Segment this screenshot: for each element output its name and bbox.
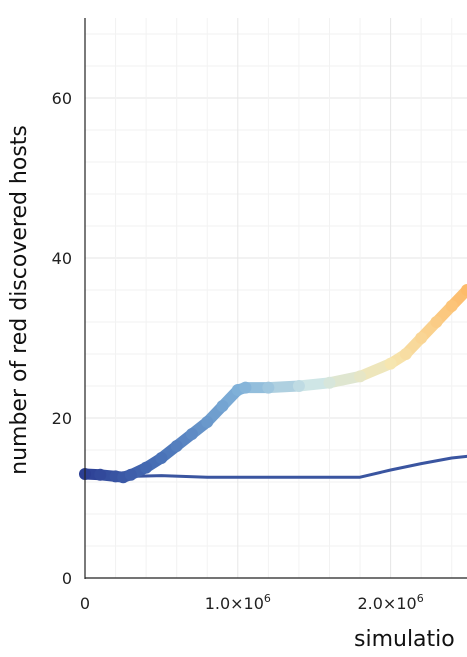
data-point <box>170 440 183 452</box>
x-axis-title: simulatio <box>354 627 455 652</box>
data-point <box>155 452 168 464</box>
data-point <box>262 381 275 394</box>
data-point <box>292 380 305 392</box>
data-point <box>124 468 137 481</box>
data-point <box>430 316 443 328</box>
data-point <box>461 284 467 296</box>
data-point <box>323 376 336 389</box>
series-layer <box>79 284 467 484</box>
data-point <box>201 416 214 428</box>
data-point <box>415 332 428 344</box>
axes <box>84 18 467 579</box>
data-point <box>239 381 252 394</box>
data-point <box>354 370 367 383</box>
grid <box>84 18 467 579</box>
data-point <box>140 461 153 474</box>
x-tick-label: 1.0×106 <box>205 592 271 613</box>
y-axis-title: number of red discovered hosts <box>7 125 32 475</box>
y-tick-label: 0 <box>62 569 72 588</box>
data-point <box>445 300 458 312</box>
y-tick-label: 60 <box>52 89 72 108</box>
data-point <box>185 428 198 440</box>
y-tick-label: 40 <box>52 249 72 268</box>
data-point <box>399 348 412 360</box>
tick-labels: 0 20 40 60 0 1.0×106 2.0×106 <box>52 89 424 613</box>
y-tick-label: 20 <box>52 409 72 428</box>
data-point <box>216 400 229 412</box>
data-point <box>94 468 107 481</box>
x-tick-label: 0 <box>80 594 90 613</box>
data-point <box>384 357 397 370</box>
x-tick-label: 2.0×106 <box>357 592 423 613</box>
